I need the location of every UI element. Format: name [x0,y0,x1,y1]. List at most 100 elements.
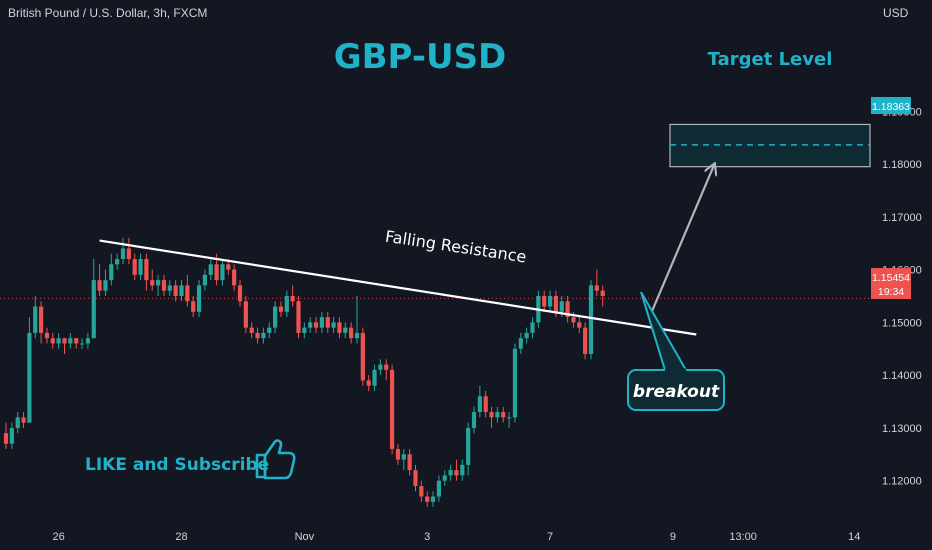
resistance-label: Falling Resistance [384,227,528,267]
y-tick-label: 1.12000 [882,476,922,488]
candle-down [390,369,395,450]
thumbs-up-icon[interactable] [255,439,296,480]
candle-down [237,285,243,302]
current-price-tag: 1.15454 19:34 [871,268,911,299]
candle-up [372,369,377,386]
candle-down [577,322,582,328]
candle-down [483,396,488,413]
candle-down [185,285,190,302]
candle-up [471,412,477,428]
candle-up [524,332,529,339]
candle-down [226,264,231,270]
candle-down [313,322,319,328]
candle-down [243,301,248,328]
candle-down [600,290,605,296]
candle-down [3,433,9,444]
candle-up [495,412,500,418]
candle-up [91,280,96,339]
candle-down [50,338,55,344]
candle-down [62,338,67,344]
candle-up [68,338,73,344]
x-tick-label: 26 [53,531,65,543]
candle-up [436,480,441,497]
candle-down [161,280,167,291]
time-scale[interactable]: 26 28 Nov 3 7 9 13:00 14 [53,531,861,543]
candle-down [191,301,196,312]
candle-down [150,280,155,286]
candle-down [249,327,254,333]
symbol-title: British Pound / U.S. Dollar, 3h, FXCM [8,6,208,20]
candle-down [489,412,494,418]
candle-down [144,259,149,281]
candle-down [454,470,459,476]
candle-up [138,259,143,275]
candle-down [366,380,371,386]
candle-down [425,496,430,502]
candle-up [559,301,564,312]
candle-up [156,280,161,286]
x-tick-label: 9 [670,531,676,543]
candle-up [378,364,383,370]
candle-up [79,343,85,345]
target-label: Target Level [708,49,833,70]
candle-up [530,322,535,333]
candle-up [442,475,447,481]
candle-down [413,470,418,486]
candle-up [261,332,266,339]
candle-up [354,332,360,339]
bar-countdown: 19:34 [878,286,904,298]
candle-up [319,317,324,328]
candle-up [512,348,518,418]
price-scale-currency: USD [883,6,909,20]
x-tick-label: 3 [424,531,430,543]
candle-down [594,285,599,291]
candle-up [27,332,32,423]
candle-up [477,396,482,413]
falling-resistance-line[interactable] [99,239,697,336]
candlestick-series [3,237,605,508]
candle-up [284,295,289,312]
breakout-label: breakout [633,382,720,402]
candle-up [109,264,114,281]
candle-down [407,454,412,471]
candle-down [126,248,131,260]
x-tick-label: 7 [547,531,553,543]
candle-down [173,285,178,296]
x-tick-label: Nov [295,531,315,543]
candle-up [273,306,278,328]
candle-down [583,327,588,355]
candle-up [15,417,20,428]
candle-up [115,259,120,265]
candle-down [296,301,301,333]
candle-down [97,280,102,291]
candle-up [518,338,523,349]
candle-down [278,306,284,312]
y-tick-label: 1.18000 [882,159,922,171]
projection-arrow [648,166,714,318]
candle-up [208,264,213,275]
candle-down [384,364,389,370]
current-price-value: 1.15454 [872,272,910,284]
candle-up [179,285,184,296]
candle-up [85,338,90,344]
candle-up [448,470,453,476]
candle-down [44,332,50,339]
candle-up [9,427,14,444]
candle-up [33,306,38,333]
candle-up [103,280,108,291]
candle-up [120,248,126,260]
candle-up [466,427,471,465]
candle-down [21,417,26,423]
candle-down [542,295,547,307]
candle-down [337,322,342,333]
candle-down [395,449,401,460]
candle-up [56,338,61,344]
candle-down [232,269,237,286]
candle-up [267,327,272,333]
candle-down [255,332,260,339]
candle-up [202,274,207,286]
candle-up [308,322,313,328]
candle-up [588,285,594,355]
target-price-value: 1.18363 [872,101,910,113]
